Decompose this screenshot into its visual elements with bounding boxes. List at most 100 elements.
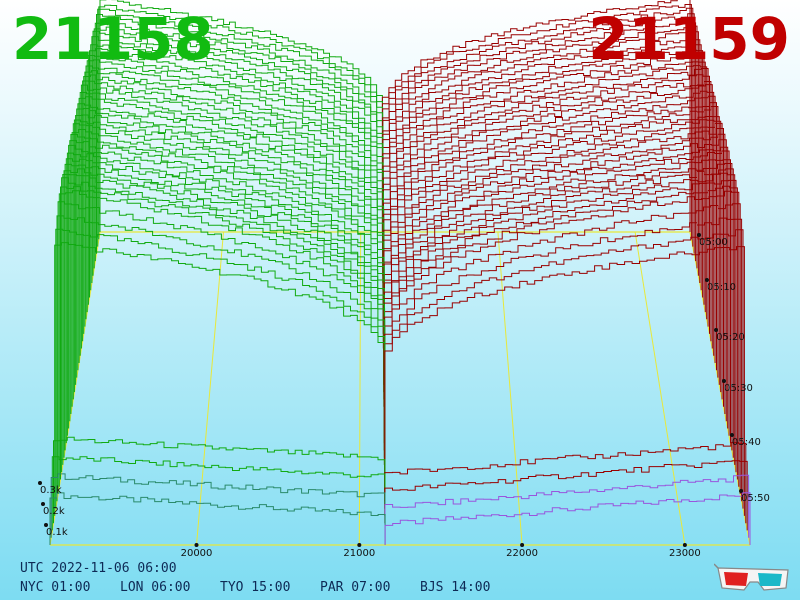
grid-x-line-0	[196, 231, 224, 546]
ask-depth-line-40	[382, 13, 695, 254]
bid-depth-line-10	[61, 177, 385, 473]
bid-depth-line-32	[86, 59, 384, 313]
bid-depth-line-8	[58, 190, 386, 487]
y-tick-mark-1	[41, 502, 45, 506]
ask-depth-line-39	[382, 20, 697, 262]
ask-depth-line-2	[384, 460, 748, 531]
ask-depth-line-28	[382, 81, 712, 342]
bid-depth-line-40	[96, 14, 384, 254]
ask-depth-line-32	[382, 61, 706, 313]
ask-depth-line-11	[383, 172, 736, 465]
bid-depth-line-28	[82, 80, 384, 342]
x-tick-label-3: 23000	[669, 548, 701, 559]
bid-depth-line-26	[79, 92, 384, 356]
ask-depth-line-27	[382, 84, 713, 349]
y-tick-label-2: 0.3k	[40, 485, 62, 496]
y-tick-label-1: 0.2k	[43, 506, 65, 517]
time-tick-mark-4	[705, 278, 709, 282]
bid-depth-line-12	[63, 168, 385, 458]
ask-depth-line-7	[384, 203, 741, 494]
bid-depth-line-29	[83, 74, 384, 334]
bid-depth-line-36	[91, 36, 384, 283]
time-tick-mark-3	[714, 328, 718, 332]
ask-depth-line-37	[382, 31, 699, 276]
ask-price: 21159	[588, 5, 790, 73]
y-tick-label-0: 0.1k	[46, 527, 68, 538]
time-tick-label-1: 05:40	[732, 437, 761, 448]
ask-depth-line-12	[383, 168, 734, 458]
city-clock-bjs: BJS 14:00	[420, 580, 491, 595]
time-tick-label-4: 05:10	[707, 282, 736, 293]
chart-grid	[49, 231, 751, 546]
ask-depth-line-4	[384, 246, 745, 516]
bid-depth-line-41	[97, 8, 384, 247]
ask-depth-line-21	[383, 119, 722, 393]
3d-glasses-icon[interactable]	[714, 560, 792, 594]
bid-depth-line-15	[66, 152, 385, 436]
bid-depth-line-6	[56, 215, 386, 502]
x-tick-label-1: 21000	[343, 548, 375, 559]
bid-depth-line-9	[60, 186, 385, 480]
city-clock-par: PAR 07:00	[320, 580, 391, 595]
ask-depth-line-31	[382, 65, 708, 320]
bid-depth-line-1	[50, 473, 386, 538]
time-tick-mark-2	[722, 379, 726, 383]
x-tick-label-2: 22000	[506, 548, 538, 559]
ask-depth-line-38	[382, 25, 698, 269]
city-clock-lon: LON 06:00	[120, 580, 191, 595]
ask-depth-line-41	[382, 7, 694, 247]
bid-depth-line-20	[72, 123, 385, 400]
bid-depth-line-33	[87, 55, 384, 305]
bid-depth-line-37	[92, 30, 384, 276]
city-clock-nyc: NYC 01:00	[20, 580, 91, 595]
bid-depth-line-39	[94, 22, 384, 262]
bid-depth-line-4	[54, 242, 386, 516]
ask-depth-line-3	[384, 442, 747, 524]
bid-depth-line-11	[62, 174, 385, 465]
y-tick-mark-2	[38, 481, 42, 485]
ask-depth-line-13	[383, 163, 733, 451]
time-tick-mark-0	[739, 489, 743, 493]
bid-depth-line-14	[65, 158, 385, 444]
ask-depth-line-35	[382, 44, 702, 291]
bid-depth-line-7	[57, 201, 386, 494]
ask-depth-line-17	[383, 139, 727, 422]
ask-depth-line-24	[383, 102, 717, 371]
depth-areas	[49, 0, 751, 545]
ask-depth-line-33	[382, 52, 705, 305]
bid-depth-line-18	[70, 134, 385, 414]
ask-depth-line-19	[383, 128, 724, 407]
y-tick-mark-0	[44, 523, 48, 527]
time-tick-label-0: 05:50	[741, 493, 770, 504]
bid-depth-line-13	[64, 163, 385, 451]
ask-depth-line-15	[383, 150, 730, 436]
ask-depth-line-36	[382, 39, 701, 283]
bid-depth-line-42	[98, 4, 383, 240]
ask-depth-line-30	[382, 68, 709, 327]
ask-depth-line-9	[384, 185, 738, 480]
bid-depth-line-0	[49, 492, 386, 545]
time-tick-label-3: 05:20	[716, 332, 745, 343]
ask-depth-line-23	[383, 106, 719, 378]
bid-depth-line-16	[68, 144, 385, 429]
ask-depth-line-29	[382, 74, 710, 334]
x-tick-label-0: 20000	[181, 548, 213, 559]
ask-depth-line-5	[384, 229, 744, 509]
ask-depth-line-34	[382, 49, 704, 298]
ask-depth-line-26	[383, 90, 715, 356]
ask-depth-line-6	[384, 217, 743, 502]
bid-depth-line-24	[77, 103, 385, 371]
ask-depth-line-1	[384, 474, 750, 538]
bid-depth-line-25	[78, 96, 385, 363]
bid-depth-line-30	[84, 70, 384, 327]
bid-depth-line-23	[76, 108, 385, 378]
x-tick-mark-2	[520, 543, 525, 547]
ask-depth-line-25	[383, 95, 716, 363]
bid-depth-line-2	[51, 456, 386, 531]
ask-depth-line-20	[383, 122, 723, 400]
ask-depth-line-18	[383, 133, 726, 414]
grid-x-line-2	[497, 231, 523, 546]
x-tick-mark-1	[357, 543, 362, 547]
bid-depth-line-19	[71, 129, 385, 407]
